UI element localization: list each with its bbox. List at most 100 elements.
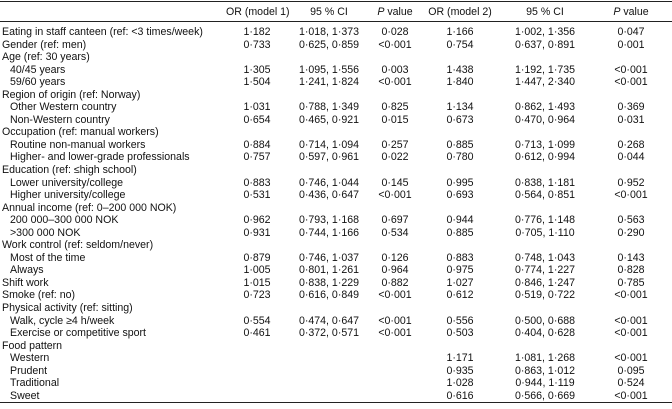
empty-cell [500,51,590,64]
odds-ratio: 0·616 [446,389,474,402]
sub-row: Prudent 0·935 0·863, 1·012 0·095 [0,365,672,378]
p-value: <0·001 [378,314,412,327]
confidence-interval: 0·748, 1·043 [514,251,576,264]
p-value: <0·001 [378,38,412,51]
confidence-interval: 1·081, 1·268 [514,352,576,365]
empty-cell [226,51,288,64]
sub-row: 40/45 years 1·305 1·095, 1·556 0·003 1·438 1·… [0,64,672,77]
sub-row: Routine non-manual workers 0·884 0·714, 1·… [0,139,672,152]
p-value: <0·001 [614,352,648,365]
p-value: 0·534 [381,226,409,239]
p-value: 0·003 [381,63,409,76]
odds-ratio: 0·754 [446,38,474,51]
row-label: Food pattern [2,339,63,352]
confidence-interval: 0·566, 0·669 [514,389,576,402]
empty-cell [288,302,370,315]
odds-ratio: 0·757 [243,151,271,164]
p-value: 0·001 [617,38,645,51]
empty-cell [226,365,288,378]
row-label: Traditional [10,377,60,390]
empty-cell [590,51,672,64]
row-label: Annual income (ref: 0–200 000 NOK) [2,201,177,214]
empty-cell [500,239,590,252]
confidence-interval: 0·788, 1·349 [298,101,360,114]
confidence-interval: 0·862, 1·493 [514,101,576,114]
p-value: 0·785 [617,276,645,289]
odds-ratio: 0·733 [243,38,271,51]
empty-cell [420,239,500,252]
empty-cell [420,89,500,102]
empty-cell [420,340,500,353]
sub-row: Other Western country 1·031 0·788, 1·349 0·… [0,101,672,114]
row-label: Region of origin (ref: Norway) [2,88,141,101]
empty-cell [370,126,420,139]
sub-row: Sweet 0·616 0·566, 0·669 <0·001 [0,390,672,403]
empty-cell [590,239,672,252]
odds-ratio: 0·554 [243,314,271,327]
p-value: 0·524 [617,377,645,390]
empty-cell [288,377,370,390]
confidence-interval: 0·863, 1·012 [514,364,576,377]
confidence-interval: 0·519, 0·722 [514,289,576,302]
row: Shift work 1·015 0·838, 1·229 0·882 1·027 0·8… [0,277,672,290]
sub-row: Most of the time 0·879 0·746, 1·037 0·126 0·… [0,252,672,265]
sub-row: 59/60 years 1·504 1·241, 1·824 <0·001 1·840 1… [0,76,672,89]
empty-cell [500,126,590,139]
p-value: 0·882 [381,276,409,289]
row-label: Higher- and lower-grade professionals [10,151,190,164]
column-header: OR (model 2) [420,1,500,22]
confidence-interval: 0·746, 1·037 [298,251,360,264]
confidence-interval: 0·616, 0·849 [298,289,360,302]
row-label: Walk, cycle ≥4 h/week [10,314,115,327]
odds-ratio: 0·461 [243,327,271,340]
empty-cell [226,302,288,315]
empty-cell [420,126,500,139]
confidence-interval: 1·447, 2·340 [514,76,576,89]
confidence-interval: 0·838, 1·181 [514,176,576,189]
row: Gender (ref: men) 0·733 0·625, 0·859 <0·001… [0,39,672,52]
empty-cell [288,340,370,353]
p-value: <0·001 [614,63,648,76]
odds-ratio: 1·015 [243,276,271,289]
empty-cell [590,340,672,353]
row-label: Always [10,264,44,277]
p-value: 0·126 [381,251,409,264]
confidence-interval: 0·470, 0·964 [514,113,576,126]
row-label: Age (ref: 30 years) [2,51,90,64]
p-value: 0·028 [381,26,409,38]
odds-ratio: 0·962 [243,214,271,227]
row-label: Other Western country [10,101,117,114]
column-header: P value [370,1,420,22]
empty-cell [370,365,420,378]
empty-cell [590,164,672,177]
odds-ratio: 0·503 [446,327,474,340]
odds-ratio: 0·975 [446,264,474,277]
row-label: Routine non-manual workers [10,138,146,151]
empty-cell [500,89,590,102]
row: Eating in staff canteen (ref: <3 times/w… [0,22,672,39]
confidence-interval: 0·944, 1·119 [515,377,575,390]
empty-cell [226,390,288,403]
empty-cell [226,239,288,252]
sub-row: Walk, cycle ≥4 h/week 0·554 0·474, 0·647 <0… [0,315,672,328]
confidence-interval: 1·095, 1·556 [298,63,360,76]
empty-cell [288,365,370,378]
confidence-interval: 0·625, 0·859 [298,38,360,51]
odds-ratio: 0·780 [446,151,474,164]
odds-ratio: 0·879 [243,251,271,264]
confidence-interval: 1·018, 1·373 [298,26,360,38]
empty-cell [370,164,420,177]
sub-row: Exercise or competitive sport 0·461 0·372,… [0,327,672,340]
sub-row: Traditional 1·028 0·944, 1·119 0·524 [0,377,672,390]
empty-cell [590,126,672,139]
empty-cell [590,302,672,315]
empty-cell [226,126,288,139]
row: Physical activity (ref: sitting) [0,302,672,315]
confidence-interval: 0·564, 0·851 [514,189,576,202]
confidence-interval: 0·846, 1·247 [514,276,576,289]
odds-ratio: 0·673 [446,113,474,126]
row: Work control (ref: seldom/never) [0,239,672,252]
empty-cell [370,352,420,365]
empty-cell [226,377,288,390]
odds-ratio: 0·935 [446,364,474,377]
